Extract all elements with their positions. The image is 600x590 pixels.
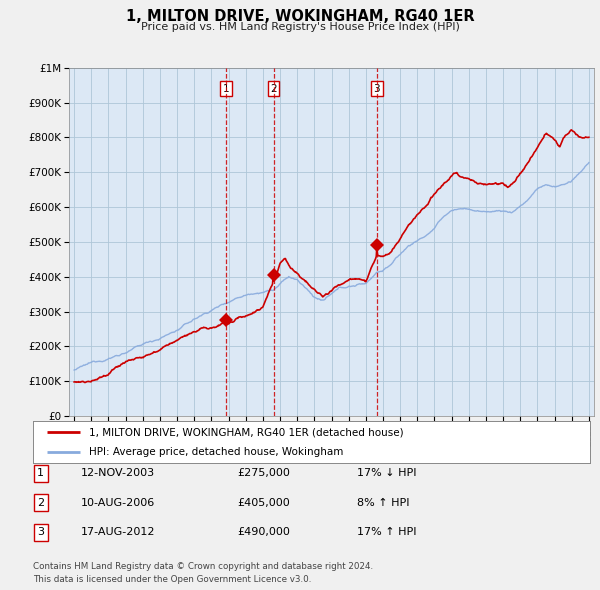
Text: 17% ↑ HPI: 17% ↑ HPI	[357, 527, 416, 537]
Text: HPI: Average price, detached house, Wokingham: HPI: Average price, detached house, Woki…	[89, 447, 343, 457]
Text: £275,000: £275,000	[237, 468, 290, 478]
Text: 3: 3	[37, 527, 44, 537]
Text: 1: 1	[37, 468, 44, 478]
Text: 1, MILTON DRIVE, WOKINGHAM, RG40 1ER (detached house): 1, MILTON DRIVE, WOKINGHAM, RG40 1ER (de…	[89, 427, 403, 437]
Text: 2: 2	[37, 498, 44, 507]
Text: This data is licensed under the Open Government Licence v3.0.: This data is licensed under the Open Gov…	[33, 575, 311, 584]
Text: 12-NOV-2003: 12-NOV-2003	[81, 468, 155, 478]
Text: £490,000: £490,000	[237, 527, 290, 537]
Text: 8% ↑ HPI: 8% ↑ HPI	[357, 498, 409, 507]
Text: 17-AUG-2012: 17-AUG-2012	[81, 527, 155, 537]
Text: 2: 2	[270, 84, 277, 94]
Text: 3: 3	[373, 84, 380, 94]
Text: 1, MILTON DRIVE, WOKINGHAM, RG40 1ER: 1, MILTON DRIVE, WOKINGHAM, RG40 1ER	[125, 9, 475, 24]
Text: 10-AUG-2006: 10-AUG-2006	[81, 498, 155, 507]
Text: Contains HM Land Registry data © Crown copyright and database right 2024.: Contains HM Land Registry data © Crown c…	[33, 562, 373, 571]
Text: £405,000: £405,000	[237, 498, 290, 507]
Text: Price paid vs. HM Land Registry's House Price Index (HPI): Price paid vs. HM Land Registry's House …	[140, 22, 460, 32]
Text: 1: 1	[223, 84, 230, 94]
Text: 17% ↓ HPI: 17% ↓ HPI	[357, 468, 416, 478]
